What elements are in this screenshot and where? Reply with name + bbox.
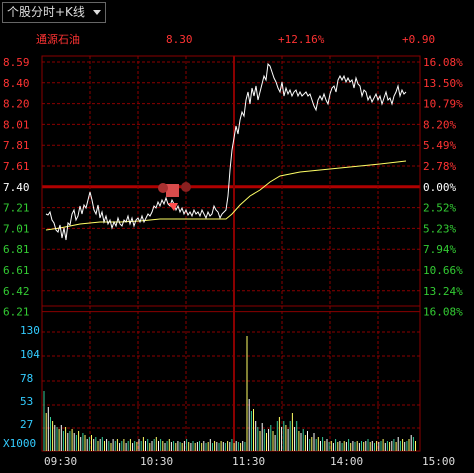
chart-grid bbox=[41, 55, 421, 452]
price-tick-label: 7.61 bbox=[3, 160, 30, 173]
volume-tick-label: 27 bbox=[20, 418, 33, 431]
time-tick-label: 10:30 bbox=[140, 455, 173, 468]
percent-tick-label: 10.66% bbox=[423, 264, 463, 277]
volume-tick-label: 130 bbox=[20, 324, 40, 337]
percent-tick-label: 13.50% bbox=[423, 77, 463, 90]
time-tick-label: 09:30 bbox=[44, 455, 77, 468]
chart-frame bbox=[41, 55, 421, 452]
event-marker-icon bbox=[158, 182, 191, 211]
price-tick-label: 6.42 bbox=[3, 285, 30, 298]
time-tick-label: 14:00 bbox=[330, 455, 363, 468]
percent-tick-label: 10.79% bbox=[423, 98, 463, 111]
price-tick-label: 6.21 bbox=[3, 306, 30, 319]
change-percent: +12.16% bbox=[278, 33, 325, 46]
current-price: 8.30 bbox=[166, 33, 193, 46]
time-tick-label: 11:30 bbox=[232, 455, 265, 468]
percent-tick-label: 2.78% bbox=[423, 160, 456, 173]
percent-tick-label: 16.08% bbox=[423, 56, 463, 69]
average-price-line bbox=[45, 160, 407, 231]
volume-unit-label: X1000 bbox=[3, 437, 36, 450]
price-tick-label: 7.21 bbox=[3, 202, 30, 215]
percent-tick-label: 16.08% bbox=[423, 306, 463, 319]
percent-tick-label: 5.49% bbox=[423, 139, 456, 152]
chart-mode-label: 个股分时+K线 bbox=[7, 5, 85, 19]
price-tick-label: 6.81 bbox=[3, 243, 30, 256]
percent-tick-label: 7.94% bbox=[423, 243, 456, 256]
price-tick-label: 7.81 bbox=[3, 139, 30, 152]
price-tick-label: 8.20 bbox=[3, 98, 30, 111]
change-amount: +0.90 bbox=[402, 33, 436, 46]
price-tick-label: 7.01 bbox=[3, 222, 30, 235]
title-bar: 个股分时+K线 bbox=[0, 0, 474, 24]
price-tick-label: 8.01 bbox=[3, 118, 30, 131]
price-line bbox=[45, 62, 407, 241]
chart-mode-dropdown[interactable]: 个股分时+K线 bbox=[2, 2, 106, 23]
percent-tick-label: 0.00% bbox=[423, 181, 456, 194]
chevron-down-icon[interactable] bbox=[92, 10, 101, 15]
volume-bars bbox=[43, 336, 416, 451]
price-tick-label: 8.40 bbox=[3, 77, 30, 90]
price-tick-label: 6.61 bbox=[3, 264, 30, 277]
price-tick-label: 8.59 bbox=[3, 56, 30, 69]
time-tick-label: 15:00 bbox=[422, 455, 455, 468]
volume-tick-label: 78 bbox=[20, 372, 33, 385]
volume-tick-label: 104 bbox=[20, 348, 40, 361]
volume-tick-label: 53 bbox=[20, 395, 33, 408]
percent-tick-label: 13.24% bbox=[423, 285, 463, 298]
axis-labels: 8.59 16.08% 8.40 13.50% 8.20 10.79% 8.01 8.20% 7… bbox=[3, 56, 463, 468]
stock-name: 通源石油 bbox=[36, 33, 80, 46]
percent-tick-label: 8.20% bbox=[423, 118, 456, 131]
price-tick-label: 7.40 bbox=[3, 181, 30, 194]
percent-tick-label: 5.23% bbox=[423, 222, 456, 235]
percent-tick-label: 2.52% bbox=[423, 202, 456, 215]
